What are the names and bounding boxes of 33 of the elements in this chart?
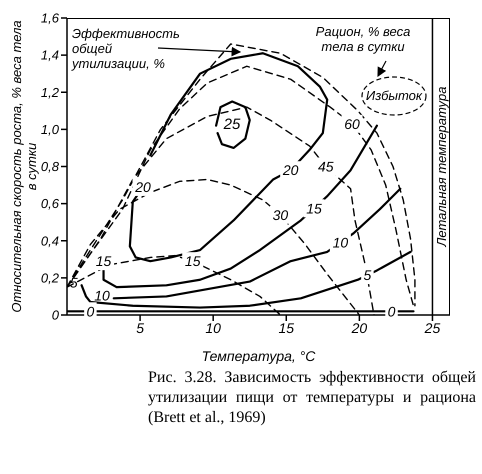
y-tick-label: 1,0 — [40, 122, 60, 137]
x-tick-label: 10 — [205, 320, 222, 336]
y-tick-label: 0,8 — [40, 159, 60, 174]
annotation: 15 — [306, 200, 322, 216]
annotation: 5 — [364, 267, 372, 284]
annotation: 15 — [184, 253, 201, 270]
y-tick-label: 1,2 — [40, 84, 60, 100]
x-axis-title: Температура, °C — [202, 348, 316, 364]
annotation: Избыток — [364, 88, 424, 103]
y-tick-label: 1,4 — [40, 48, 59, 63]
y-tick-label: 1,6 — [40, 10, 60, 26]
annotation: 10 — [94, 287, 110, 304]
y-axis-title: Относительная скорость роста, % веса тела в сутки — [9, 19, 39, 315]
annotation: 60 — [344, 116, 360, 132]
annotation: 25 — [222, 116, 242, 133]
annotation: 10 — [332, 234, 348, 251]
x-tick-label: 20 — [350, 320, 368, 336]
x-tick-label: 25 — [424, 320, 440, 336]
annotation: 45 — [318, 158, 334, 174]
y-tick-label: 0,6 — [40, 196, 60, 212]
x-tick-label: 5 — [136, 320, 144, 336]
annotation: 30 — [272, 206, 288, 223]
annotation: Рацион, % веса тела в сутки — [314, 24, 412, 54]
y-tick-label: 0,4 — [40, 233, 59, 248]
x-tick-label: 15 — [278, 320, 294, 336]
annotation: 15 — [96, 253, 112, 270]
annotation: 20 — [282, 162, 299, 178]
y-tick-label: 0 — [52, 308, 60, 323]
text: Рис. 3.28. Зависимость эффективности общей утилизации пищи от температуры и рациона (Brett et al., 1969) — [148, 368, 476, 428]
y-tick-label: 0,2 — [40, 270, 60, 286]
ref-line-label: Летальная температура — [434, 86, 449, 248]
annotation: 20 — [134, 178, 152, 195]
annotation: Эффективность общей утилизации, % — [72, 26, 181, 71]
